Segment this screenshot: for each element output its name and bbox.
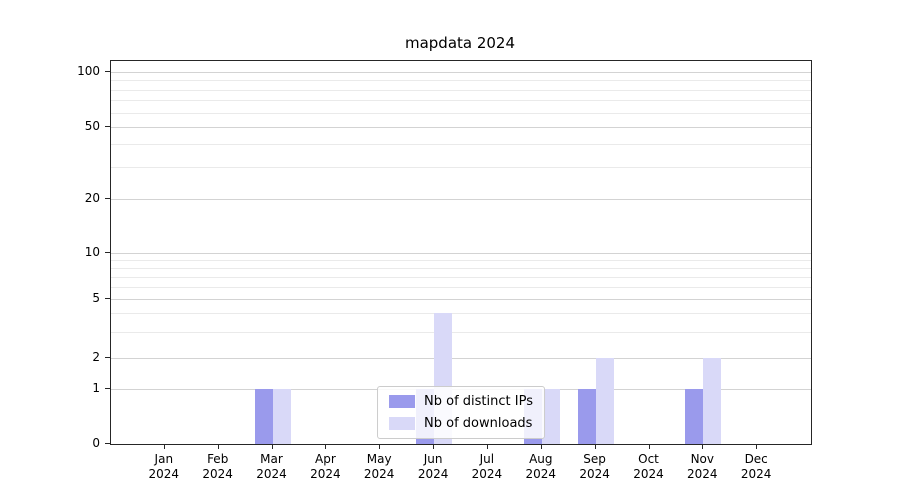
- legend-entry: Nb of downloads: [389, 416, 533, 431]
- gridline-major: [111, 298, 811, 300]
- y-axis-tick-label: 1: [92, 380, 100, 395]
- y-axis-tick-label: 10: [84, 244, 100, 259]
- x-axis-tick-label: Sep 2024: [579, 452, 610, 481]
- gridline-minor: [111, 276, 811, 278]
- gridline-major: [111, 126, 811, 128]
- gridline-minor: [111, 331, 811, 333]
- x-axis-tick-label: May 2024: [363, 452, 395, 481]
- x-axis-tick-label: Oct 2024: [633, 452, 664, 481]
- gridline-minor: [111, 112, 811, 114]
- gridline-minor: [111, 89, 811, 91]
- x-axis-tick-label: Apr 2024: [310, 452, 341, 481]
- chart-title: mapdata 2024: [404, 34, 516, 52]
- bar-downloads: [541, 388, 560, 444]
- x-axis-tick-label: Jul 2024: [471, 452, 503, 481]
- y-axis-tick-label: 5: [92, 290, 100, 305]
- x-axis-tick-label: Mar 2024: [256, 452, 287, 481]
- y-axis-tick-label: 2: [92, 349, 100, 364]
- bar-downloads: [595, 357, 614, 444]
- gridline-major: [111, 72, 811, 74]
- gridline-minor: [111, 286, 811, 288]
- x-axis-tick-label: Nov 2024: [687, 452, 718, 481]
- y-axis-tick-label: 100: [77, 64, 100, 79]
- gridline-minor: [111, 267, 811, 269]
- gridline-minor: [111, 167, 811, 168]
- plot-area: Nb of distinct IPs Nb of downloads: [110, 60, 812, 445]
- bar-distinct-ips: [254, 388, 273, 444]
- bar-distinct-ips: [685, 388, 704, 444]
- legend-entry: Nb of distinct IPs: [389, 394, 533, 409]
- x-axis-tick-label: Aug 2024: [525, 452, 557, 481]
- x-axis-tick-label: Dec 2024: [740, 452, 772, 481]
- legend-swatch: [389, 395, 416, 408]
- bar-downloads: [272, 388, 291, 444]
- bar-downloads: [703, 357, 722, 444]
- legend-label: Nb of distinct IPs: [424, 394, 533, 409]
- legend: Nb of distinct IPs Nb of downloads: [377, 386, 545, 439]
- x-axis-tick-label: Jan 2024: [148, 452, 180, 481]
- x-axis-tick-label: Feb 2024: [202, 452, 233, 481]
- gridline-major: [111, 252, 811, 254]
- y-axis-tick-label: 0: [92, 436, 100, 450]
- y-axis-tick-label: 50: [84, 118, 100, 133]
- y-axis-tick-label: 20: [84, 190, 100, 205]
- legend-swatch: [389, 417, 416, 430]
- gridline-minor: [111, 144, 811, 146]
- gridline-major: [111, 198, 811, 200]
- gridline-major: [111, 357, 811, 359]
- legend-label: Nb of downloads: [424, 416, 533, 431]
- x-axis-tick-label: Jun 2024: [417, 452, 449, 481]
- bar-distinct-ips: [577, 388, 596, 444]
- gridline-minor: [111, 259, 811, 261]
- gridline-minor: [111, 313, 811, 315]
- gridline-minor: [111, 100, 811, 102]
- gridline-minor: [111, 80, 811, 82]
